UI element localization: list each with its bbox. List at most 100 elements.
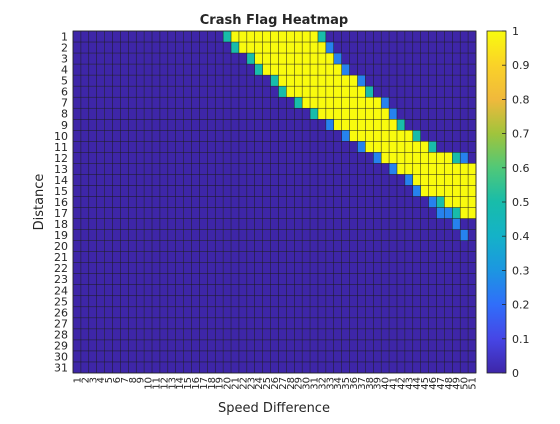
heatmap-cell — [365, 317, 374, 329]
heatmap-cell — [144, 262, 153, 274]
heatmap-cell — [231, 86, 239, 98]
heatmap-cell — [262, 295, 271, 307]
y-tick-label: 4 — [61, 64, 68, 77]
heatmap-cell — [73, 251, 81, 263]
heatmap-cell — [389, 119, 398, 131]
heatmap-cell — [136, 328, 145, 340]
heatmap-cell — [357, 240, 366, 252]
heatmap-cell — [167, 53, 176, 65]
heatmap-cell — [317, 196, 326, 208]
heatmap-cell — [207, 295, 216, 307]
heatmap-cell — [128, 152, 137, 164]
heatmap-cell — [349, 295, 358, 307]
x-tick-label: 19 — [215, 377, 226, 390]
heatmap-cell — [412, 284, 421, 296]
heatmap-cell — [199, 361, 208, 374]
heatmap-cell — [294, 130, 303, 142]
heatmap-cell — [246, 86, 255, 98]
heatmap-cell — [286, 53, 295, 65]
heatmap-cell — [262, 229, 271, 241]
heatmap-cell — [349, 152, 358, 164]
heatmap-cell — [317, 218, 326, 230]
heatmap-cell — [223, 130, 232, 142]
heatmap-cell — [136, 64, 145, 76]
heatmap-cell — [333, 97, 342, 109]
heatmap-cell — [302, 207, 311, 219]
heatmap-cell — [223, 218, 232, 230]
heatmap-cell — [460, 229, 469, 241]
heatmap-cell — [231, 350, 239, 363]
heatmap-cell — [128, 31, 137, 43]
heatmap-cell — [96, 53, 105, 65]
heatmap-cell — [96, 141, 105, 153]
heatmap-cell — [183, 240, 192, 252]
heatmap-cell — [396, 361, 405, 374]
heatmap-cell — [167, 152, 176, 164]
heatmap-cell — [128, 64, 137, 76]
x-tick-label: 34 — [333, 377, 344, 390]
heatmap-cell — [365, 185, 374, 197]
x-tick-label: 2 — [80, 377, 91, 383]
heatmap-cell — [104, 53, 113, 65]
heatmap-cell — [428, 141, 437, 153]
heatmap-cell — [278, 86, 287, 98]
heatmap-cell — [468, 141, 477, 153]
heatmap-cell — [436, 31, 445, 43]
heatmap-cell — [144, 119, 153, 131]
heatmap-cell — [238, 64, 247, 76]
y-tick-label: 19 — [54, 229, 68, 242]
heatmap-cell — [120, 207, 129, 219]
heatmap-cell — [128, 97, 137, 109]
heatmap-cell — [317, 273, 326, 285]
heatmap-cell — [223, 328, 232, 340]
heatmap-cell — [396, 350, 405, 363]
x-tick-label: 17 — [199, 377, 210, 390]
heatmap-cell — [199, 174, 208, 186]
x-tick-label: 48 — [444, 377, 455, 390]
heatmap-cell — [420, 218, 429, 230]
heatmap-cell — [317, 207, 326, 219]
heatmap-cell — [357, 141, 366, 153]
heatmap-cell — [223, 108, 232, 120]
heatmap-cell — [452, 284, 461, 296]
heatmap-cell — [381, 31, 390, 43]
heatmap-cell — [428, 361, 437, 374]
heatmap-cell — [254, 251, 263, 263]
heatmap-cell — [468, 97, 477, 109]
heatmap-cell — [341, 64, 350, 76]
x-tick-label: 20 — [223, 377, 234, 390]
heatmap-cell — [136, 42, 145, 54]
heatmap-cell — [199, 350, 208, 363]
heatmap-cell — [412, 339, 421, 351]
heatmap-cell — [152, 64, 160, 76]
heatmap-cell — [128, 42, 137, 54]
heatmap-cell — [183, 361, 192, 374]
heatmap-cell — [389, 218, 398, 230]
heatmap-cell — [412, 251, 421, 263]
heatmap-cell — [270, 339, 279, 351]
heatmap-cell — [341, 130, 350, 142]
x-tick-label: 32 — [317, 377, 328, 390]
heatmap-cell — [404, 75, 413, 87]
heatmap-cell — [357, 295, 366, 307]
heatmap-cell — [262, 284, 271, 296]
heatmap-cell — [468, 339, 477, 351]
heatmap-cell — [325, 152, 334, 164]
heatmap-cell — [73, 31, 81, 43]
heatmap-cell — [88, 240, 97, 252]
heatmap-cell — [325, 108, 334, 120]
heatmap-cell — [373, 130, 382, 142]
heatmap-cell — [167, 251, 176, 263]
heatmap-cell — [159, 174, 168, 186]
heatmap-cell — [341, 97, 350, 109]
heatmap-cell — [341, 306, 350, 318]
x-tick-label: 37 — [357, 377, 368, 390]
heatmap-cell — [349, 53, 358, 65]
heatmap-cell — [302, 196, 311, 208]
heatmap-cell — [73, 130, 81, 142]
heatmap-cell — [238, 339, 247, 351]
heatmap-cell — [325, 86, 334, 98]
heatmap-cell — [231, 196, 239, 208]
heatmap-cell — [270, 42, 279, 54]
heatmap-cell — [262, 185, 271, 197]
